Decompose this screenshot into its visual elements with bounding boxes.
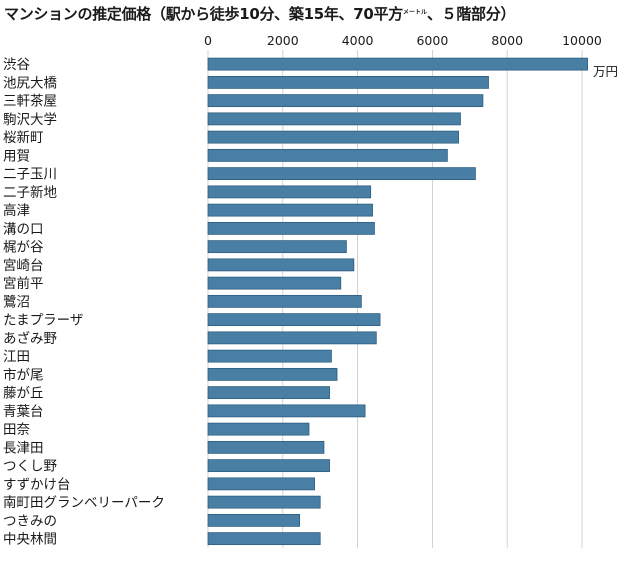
bar	[207, 404, 366, 418]
bar	[207, 440, 325, 454]
bar	[207, 459, 330, 473]
category-label: 用賀	[3, 148, 30, 164]
category-label: 市が尾	[3, 366, 44, 383]
category-label: 高津	[3, 202, 30, 219]
x-tick-label: 8000	[491, 33, 523, 48]
bar	[207, 294, 362, 308]
bar	[207, 94, 484, 108]
bar	[207, 495, 321, 509]
bar	[207, 349, 332, 363]
x-tick-label: 10000	[562, 33, 602, 48]
category-label: 藤が丘	[3, 386, 44, 402]
bar	[207, 386, 330, 400]
bars	[207, 57, 589, 546]
bar	[207, 57, 589, 71]
bar	[207, 185, 372, 199]
unit-label: 万円	[593, 64, 618, 79]
bar	[207, 75, 489, 89]
bar	[207, 477, 315, 491]
category-label: 二子新地	[3, 185, 57, 201]
bar	[207, 532, 321, 546]
category-label: 三軒茶屋	[3, 94, 57, 110]
bar	[207, 203, 373, 217]
category-label: 池尻大橋	[3, 75, 57, 91]
bar	[207, 422, 310, 436]
x-tick-label: 4000	[342, 33, 374, 48]
category-labels: 渋谷池尻大橋三軒茶屋駒沢大学桜新町用賀二子玉川二子新地高津溝の口梶が谷宮崎台宮前…	[3, 57, 165, 548]
category-label: つくし野	[3, 459, 57, 475]
bar	[207, 112, 461, 126]
category-label: 駒沢大学	[3, 112, 57, 128]
bar	[207, 258, 355, 272]
category-label: 宮前平	[3, 275, 44, 292]
x-tick-label: 6000	[416, 33, 448, 48]
bar	[207, 240, 347, 254]
bar	[207, 221, 375, 235]
category-label: 鷺沼	[3, 294, 30, 310]
category-label: 二子玉川	[3, 167, 57, 183]
category-label: 渋谷	[3, 57, 30, 73]
category-label: たまプラーザ	[3, 313, 83, 329]
category-label: 田奈	[3, 422, 30, 438]
bar	[207, 331, 377, 345]
title-small-unit: メートル	[402, 9, 427, 16]
bar	[207, 167, 476, 181]
bar	[207, 130, 459, 144]
category-label: 桜新町	[3, 130, 44, 146]
bar	[207, 513, 301, 527]
category-label: つきみの	[3, 513, 57, 529]
bar	[207, 367, 338, 381]
bar	[207, 313, 381, 327]
x-tick-label: 2000	[267, 33, 299, 48]
bar	[207, 148, 448, 162]
bar	[207, 276, 342, 290]
x-axis-ticks: 0 2000 4000 6000 8000 10000	[204, 33, 602, 48]
chart-title: マンションの推定価格（駅から徒歩10分、築15年、70平方メートル、５階部分）	[4, 5, 516, 23]
category-label: あざみ野	[3, 330, 57, 347]
category-label: 中央林間	[3, 532, 57, 548]
category-label: 宮崎台	[3, 258, 44, 274]
category-label: 長津田	[3, 440, 44, 456]
category-label: 江田	[3, 349, 30, 365]
category-label: すずかけ台	[3, 477, 71, 493]
category-label: 溝の口	[3, 221, 44, 237]
category-label: 梶が谷	[3, 240, 44, 256]
x-tick-label: 0	[204, 33, 212, 48]
category-label: 青葉台	[3, 404, 44, 420]
category-label: 南町田グランベリーパーク	[3, 495, 165, 511]
